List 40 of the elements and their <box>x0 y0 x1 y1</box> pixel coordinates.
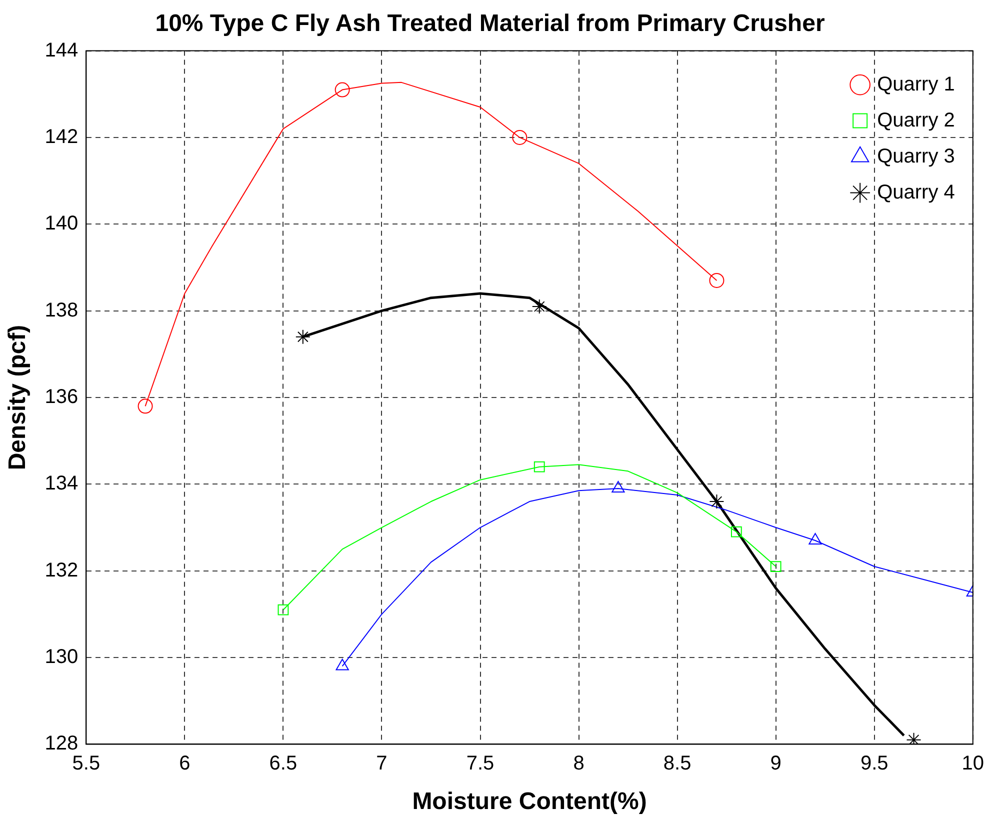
x-tick-label: 6.5 <box>269 752 298 775</box>
y-tick-label: 138 <box>44 299 78 322</box>
point <box>512 130 528 145</box>
point <box>295 329 310 344</box>
x-tick-label: 8.5 <box>663 752 692 775</box>
legend-label: Quarry 4 <box>877 181 955 204</box>
x-axis-title: Moisture Content(%) <box>412 788 647 816</box>
x-tick-label: 9 <box>770 752 782 775</box>
y-tick-label: 128 <box>44 732 78 755</box>
point <box>730 526 742 538</box>
y-tick-label: 142 <box>44 126 78 148</box>
x-tick-label: 5.5 <box>72 752 100 775</box>
point <box>709 272 724 288</box>
y-tick-label: 130 <box>44 646 78 668</box>
point <box>534 461 545 472</box>
x-tick-label: 10 <box>962 752 984 775</box>
x-tick-label: 7 <box>376 752 388 775</box>
x-tick-label: 7.5 <box>466 752 494 775</box>
legend-label: Quarry 2 <box>877 109 955 132</box>
x-tick-label: 6 <box>179 752 190 775</box>
point <box>138 398 153 414</box>
point <box>336 658 349 670</box>
y-tick-label: 134 <box>44 472 78 495</box>
y-tick-label: 136 <box>44 386 78 408</box>
y-tick-label: 140 <box>44 212 78 235</box>
point <box>278 604 289 616</box>
x-tick-label: 9.5 <box>860 752 888 775</box>
point <box>709 494 724 510</box>
chart-title: 10% Type C Fly Ash Treated Material from Primary Crusher <box>155 10 825 38</box>
y-tick-label: 132 <box>44 559 78 582</box>
point <box>770 561 782 572</box>
legend-label: Quarry 3 <box>877 145 955 168</box>
y-tick-label: 144 <box>44 39 78 62</box>
x-tick-label: 8 <box>573 752 584 775</box>
point <box>334 82 350 98</box>
point <box>612 481 625 493</box>
point <box>532 298 547 314</box>
y-axis-title: Density (pcf) <box>4 324 32 470</box>
legend-label: Quarry 1 <box>877 73 955 96</box>
point <box>808 533 822 545</box>
